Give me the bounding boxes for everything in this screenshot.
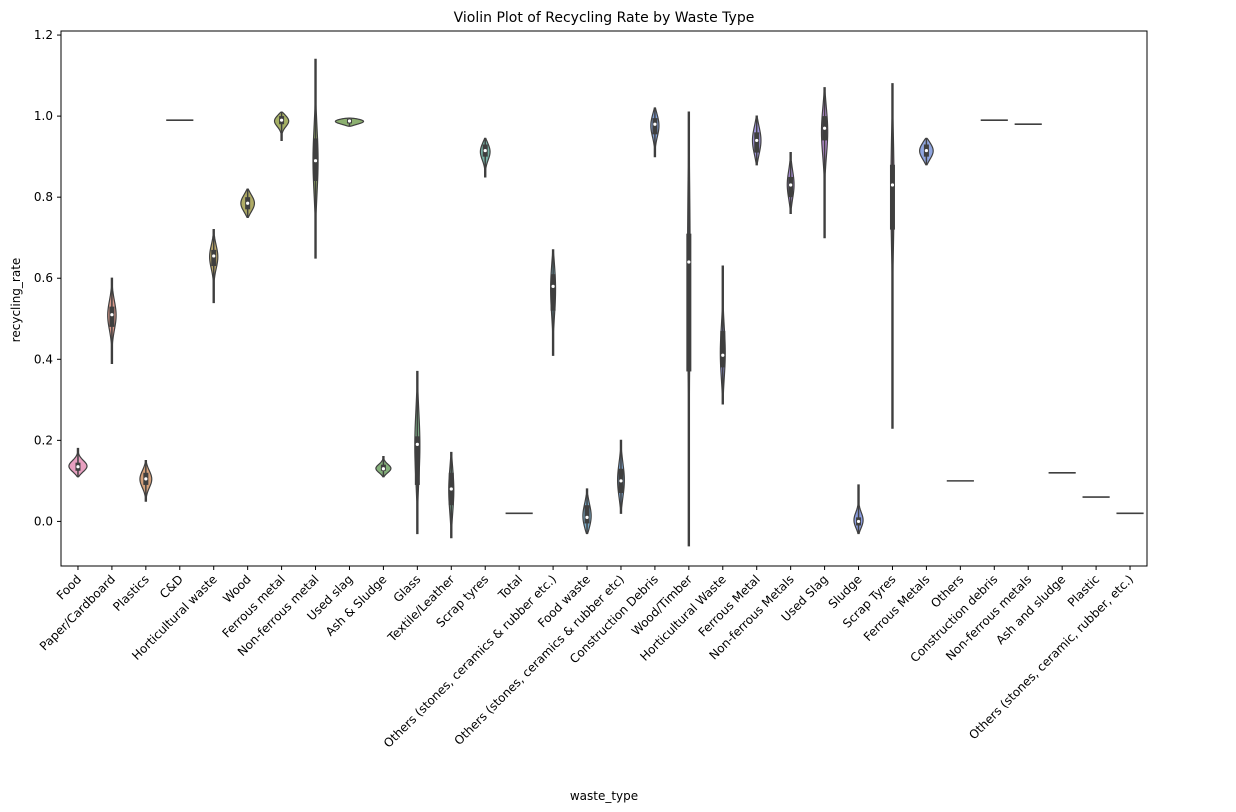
violin-median-paper-cardboard <box>110 313 114 317</box>
violin-median-sludge <box>856 519 861 524</box>
violin-non-ferrous-metal <box>312 58 319 259</box>
violin-median-non-ferrous-metals <box>789 183 793 187</box>
violin-used-slag <box>334 117 365 127</box>
violin-median-plastics <box>144 477 148 481</box>
violin-others-stones-ceramics-rubber-etc <box>616 439 625 514</box>
violin-plastics <box>139 460 153 502</box>
violin-used-slag <box>820 87 829 239</box>
violin-ferrous-metals <box>919 137 934 166</box>
violin-median-food <box>76 465 80 469</box>
violin-food <box>68 447 88 478</box>
violin-food-waste <box>582 488 592 535</box>
violin-iqr-glass <box>414 436 420 485</box>
violin-others-stones-ceramics-rubber-etc <box>550 249 557 356</box>
violin-glass <box>414 370 421 535</box>
violin-scrap-tyres <box>479 137 491 178</box>
violin-paper-cardboard <box>107 277 117 364</box>
violin-median-ferrous-metals <box>924 148 929 153</box>
violin-median-construction-debris <box>653 122 657 126</box>
violin-iqr-wood-timber <box>686 233 692 372</box>
y-tick-label: 1.2 <box>34 28 53 42</box>
y-tick-label: 0.4 <box>34 352 53 366</box>
violin-median-used-slag <box>347 119 352 123</box>
violin-iqr-paper-cardboard <box>109 306 115 327</box>
violin-ferrous-metal <box>751 115 762 166</box>
violin-non-ferrous-metals <box>786 151 795 214</box>
violin-wood-timber <box>686 111 692 547</box>
violin-median-non-ferrous-metal <box>313 159 318 163</box>
violin-iqr-horticultural-waste <box>211 249 217 267</box>
violin-median-wood-timber <box>687 260 691 264</box>
violin-iqr-non-ferrous-metals <box>788 176 794 198</box>
violin-median-horticultural-waste <box>212 254 216 258</box>
violin-median-used-slag <box>822 126 827 130</box>
violin-horticultural-waste <box>209 229 219 304</box>
violin-median-ferrous-metal <box>755 138 759 143</box>
plot-frame <box>60 30 1148 567</box>
y-axis-label: recycling_rate <box>9 258 23 343</box>
violin-median-others-stones-ceramics-rubber-etc <box>551 284 555 288</box>
violin-sludge <box>853 484 864 535</box>
violin-iqr-others-stones-ceramics-rubber-etc <box>550 274 556 311</box>
violin-median-wood <box>246 201 250 205</box>
plot-layer <box>68 58 1144 547</box>
violin-ash-sludge <box>375 455 392 478</box>
x-axis-label: waste_type <box>570 789 638 803</box>
violin-median-scrap-tyres <box>483 148 487 153</box>
violin-median-ash-sludge <box>381 467 386 471</box>
y-tick-label: 0.6 <box>34 271 53 285</box>
violin-wood <box>240 188 256 219</box>
violin-iqr-ferrous-metal <box>754 132 760 153</box>
y-tick-label: 0.2 <box>34 433 53 447</box>
violin-scrap-tyres <box>889 83 895 429</box>
violin-median-others-stones-ceramics-rubber-etc <box>619 479 623 483</box>
violin-median-glass <box>415 442 419 447</box>
violin-textile-leather <box>448 451 455 539</box>
violin-median-ferrous-metal <box>279 118 284 122</box>
violin-median-textile-leather <box>449 487 453 491</box>
violin-median-horticultural-waste <box>721 353 725 357</box>
y-tick-label: 0.0 <box>34 514 53 528</box>
violin-iqr-construction-debris <box>652 118 658 135</box>
y-tick-label: 1.0 <box>34 109 53 123</box>
violin-iqr-scrap-tyres <box>889 164 895 230</box>
violin-horticultural-waste <box>719 265 726 405</box>
y-tick-label: 0.8 <box>34 190 53 204</box>
violin-iqr-food-waste <box>584 505 590 524</box>
violin-ferrous-metal <box>273 111 290 142</box>
violin-construction-debris <box>650 107 660 158</box>
violin-iqr-horticultural-waste <box>720 330 726 368</box>
violin-median-food-waste <box>585 515 589 519</box>
violin-median-scrap-tyres <box>890 183 895 187</box>
chart-title: Violin Plot of Recycling Rate by Waste T… <box>454 10 755 26</box>
